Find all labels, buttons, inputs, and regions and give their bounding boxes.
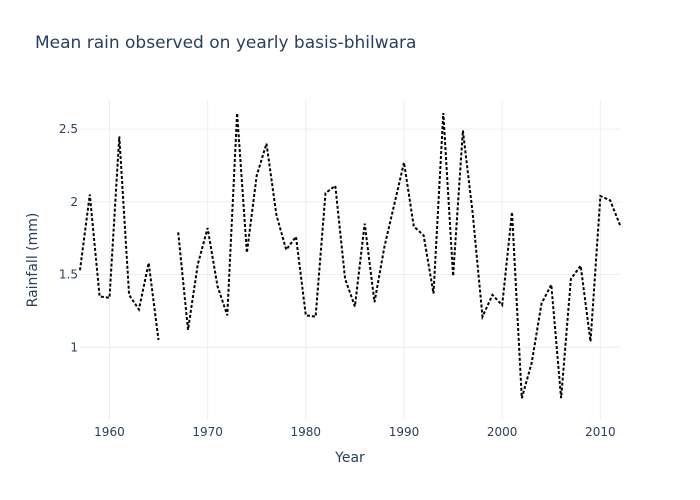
x-axis-title: Year [334,450,365,466]
y-tick-label: 2.5 [59,122,78,136]
x-tick-label: 1980 [291,425,322,439]
grid-layer [80,100,620,420]
x-tick-label: 1990 [389,425,420,439]
x-tick-label: 1970 [192,425,223,439]
x-tick-label: 1960 [94,425,125,439]
y-tick-label: 2 [70,195,78,209]
x-tick-label: 2010 [585,425,616,439]
y-tick-label: 1 [70,340,78,354]
y-tick-label: 1.5 [59,268,78,282]
series-layer [79,113,621,399]
rainfall-series-line [177,113,621,399]
y-axis-title: Rainfall (mm) [25,213,41,308]
rainfall-series-line [79,136,160,341]
x-tick-label: 2000 [487,425,518,439]
tick-layer: 1960 1970 1980 1990 2000 2010 1 1.5 2 2.5 [59,122,616,439]
chart-title: Mean rain observed on yearly basis-bhilw… [35,33,417,53]
